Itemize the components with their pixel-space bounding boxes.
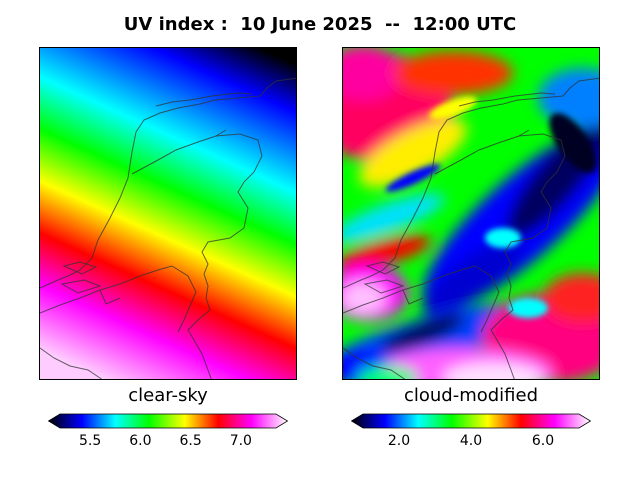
clear-sky-colorbar-tick-label: 6.5	[179, 433, 202, 449]
clear-sky-colorbar-tick-label: 5.5	[78, 433, 102, 449]
cloud-modified-colorbar-ticks: 2.0 4.0 6.0	[363, 433, 579, 453]
cloud-modified-map	[342, 47, 600, 380]
clear-sky-colorbar	[48, 413, 288, 429]
figure-title: UV index : 10 June 2025 -- 12:00 UTC	[123, 14, 517, 35]
clear-sky-colorbar-ticks: 5.5 6.0 6.5 7.0	[60, 433, 276, 453]
cloud-modified-label: cloud-modified	[403, 385, 539, 406]
clear-sky-colorbar-tick-label: 6.0	[129, 433, 152, 449]
cloud-modified-colorbar-tick-label: 6.0	[531, 433, 555, 449]
cloud-modified-colorbar-tick-label: 2.0	[387, 433, 411, 449]
clear-sky-label: clear-sky	[128, 385, 208, 406]
cloud-modified-colorbar	[351, 413, 591, 429]
clear-sky-field	[40, 48, 296, 379]
netherlands-coastline	[343, 77, 599, 379]
cloud-modified-field	[343, 48, 599, 379]
clear-sky-map-canvas	[40, 48, 296, 379]
clear-sky-colorbar-tick-label: 7.0	[229, 433, 252, 449]
cloud-modified-map-canvas	[343, 48, 599, 379]
netherlands-coastline	[40, 77, 296, 379]
clear-sky-map	[39, 47, 297, 380]
cloud-modified-colorbar-tick-label: 4.0	[459, 433, 483, 449]
